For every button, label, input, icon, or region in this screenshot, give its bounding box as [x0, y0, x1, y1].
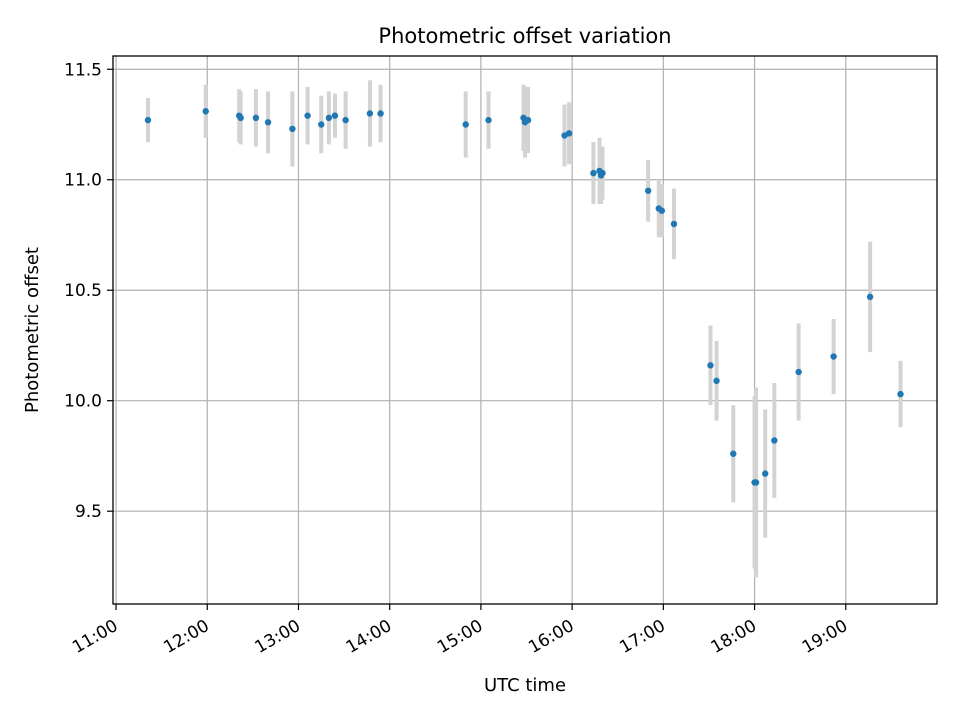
data-point	[289, 125, 296, 133]
y-tick-label: 9.5	[75, 502, 102, 522]
data-point	[762, 470, 769, 477]
data-point	[462, 121, 469, 128]
data-point	[795, 368, 802, 376]
data-point	[331, 112, 339, 119]
data-point	[264, 119, 272, 126]
data-point	[565, 130, 573, 137]
data-points	[144, 108, 904, 486]
data-point	[342, 116, 349, 124]
data-point	[237, 114, 244, 122]
data-point	[644, 187, 652, 194]
data-point	[366, 110, 374, 117]
data-point	[325, 114, 333, 122]
data-point	[752, 479, 760, 486]
data-point	[590, 169, 597, 177]
data-point	[707, 362, 714, 369]
y-tick-label: 11.5	[64, 60, 102, 80]
data-point	[771, 437, 778, 444]
y-axis-ticks: 9.5 10.0 10.5 11.0 11.5	[64, 60, 113, 522]
data-point	[524, 116, 532, 124]
data-point	[144, 116, 152, 124]
grid-lines	[113, 56, 937, 604]
data-point	[202, 108, 209, 115]
data-point	[658, 207, 666, 214]
y-tick-label: 10.0	[64, 392, 102, 412]
chart-title: Photometric offset variation	[378, 24, 671, 48]
y-tick-label: 10.5	[64, 281, 102, 301]
data-point	[730, 450, 737, 457]
data-point	[670, 220, 678, 228]
data-point	[485, 116, 492, 124]
data-point	[318, 121, 325, 128]
data-point	[897, 390, 904, 398]
data-point	[377, 110, 384, 117]
data-point	[252, 114, 260, 122]
data-point	[830, 353, 837, 360]
y-axis-label: Photometric offset	[22, 247, 43, 413]
x-axis-label: UTC time	[484, 675, 566, 696]
data-point	[713, 377, 720, 385]
data-point	[599, 169, 606, 177]
data-point	[304, 112, 311, 119]
data-point	[866, 293, 874, 301]
plot-frame	[112, 55, 938, 605]
y-tick-label: 11.0	[64, 171, 102, 191]
